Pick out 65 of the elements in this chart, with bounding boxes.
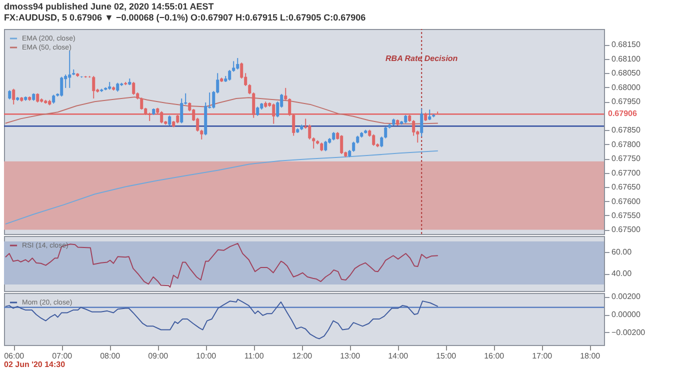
candlestick (384, 126, 388, 139)
y-tick-label: 0.67650 (612, 182, 641, 192)
candlestick (352, 141, 356, 152)
candlestick (200, 129, 204, 140)
candlestick (8, 90, 12, 100)
y-tick-label: 0.68150 (612, 40, 641, 50)
candlestick (324, 140, 328, 152)
x-tick-label: 18:00 (580, 352, 601, 360)
y-tick-label: 0.68100 (612, 54, 641, 64)
x-tick-label: 06:00 (4, 352, 25, 360)
y-tick-label: 0.00000 (612, 310, 641, 320)
y-tick-label: 0.00200 (612, 292, 641, 302)
candlestick (168, 115, 172, 126)
x-tick-label: 15:00 (436, 352, 457, 360)
candlestick (140, 97, 144, 110)
candlestick (236, 58, 240, 70)
y-tick-label: 0.67800 (612, 140, 641, 149)
x-tick-label: 11:00 (244, 352, 264, 360)
line-series (4, 242, 438, 288)
candlestick (36, 92, 40, 103)
y-tick-label: 0.67850 (612, 126, 641, 135)
candlestick (232, 60, 236, 72)
candlestick (380, 136, 384, 148)
y-tick-label: 0.67950 (612, 97, 641, 106)
y-tick-label: 60.00 (612, 248, 632, 257)
x-tick-label: 17:00 (532, 352, 553, 360)
candlestick (68, 50, 72, 88)
candlestick (248, 84, 252, 95)
chart-title: dmoss94 published June 02, 2020 14:55:01 AEST (4, 2, 214, 12)
x-tick-label: 16:00 (484, 352, 505, 360)
candlestick (340, 134, 344, 154)
y-tick-label: 0.68050 (612, 68, 641, 78)
candlestick (228, 70, 232, 82)
candlestick (60, 76, 64, 97)
ref-line-label: 0.67906 (608, 109, 638, 118)
candlestick (132, 81, 136, 96)
candlestick (92, 75, 96, 99)
candlestick (372, 134, 376, 146)
line-series (4, 150, 438, 225)
y-tick-label: −0.00200 (612, 328, 646, 337)
x-tick-label: 14:00 (388, 352, 409, 360)
y-tick-label: 0.67700 (612, 168, 641, 178)
candlestick (412, 120, 416, 136)
x-tick-label: 13:00 (340, 352, 361, 360)
candlestick (12, 88, 16, 105)
x-tick-label: 08:00 (100, 352, 121, 360)
candlestick (256, 106, 260, 116)
x-tick-label: 09:00 (148, 352, 169, 360)
line-series (4, 298, 438, 340)
y-tick-label: 0.67550 (612, 210, 641, 220)
y-tick-label: 0.67750 (612, 154, 641, 164)
y-tick-label: 40.00 (612, 269, 632, 278)
y-tick-label: 0.67600 (612, 196, 641, 206)
x-tick-label: 07:00 (52, 352, 73, 360)
candlestick (180, 98, 184, 124)
y-tick-label: 0.68000 (612, 82, 641, 92)
candlestick (420, 108, 424, 138)
ref-line-label: RBA Rate Decision (386, 54, 458, 63)
y-tick-label: 0.67500 (612, 225, 641, 234)
x-tick-label: 10:00 (196, 352, 217, 360)
chart-subtitle: FX:AUDUSD, 5 0.67906 ▼ −0.00068 (−0.1%) O:0.67907 H:0.67915 L:0.67905 C:0.67906 (4, 12, 366, 22)
x-tick-label: 12:00 (292, 352, 313, 360)
candlestick (428, 109, 432, 121)
candlestick (308, 124, 312, 140)
text: 02 Jun '20 14:30 (4, 360, 66, 369)
